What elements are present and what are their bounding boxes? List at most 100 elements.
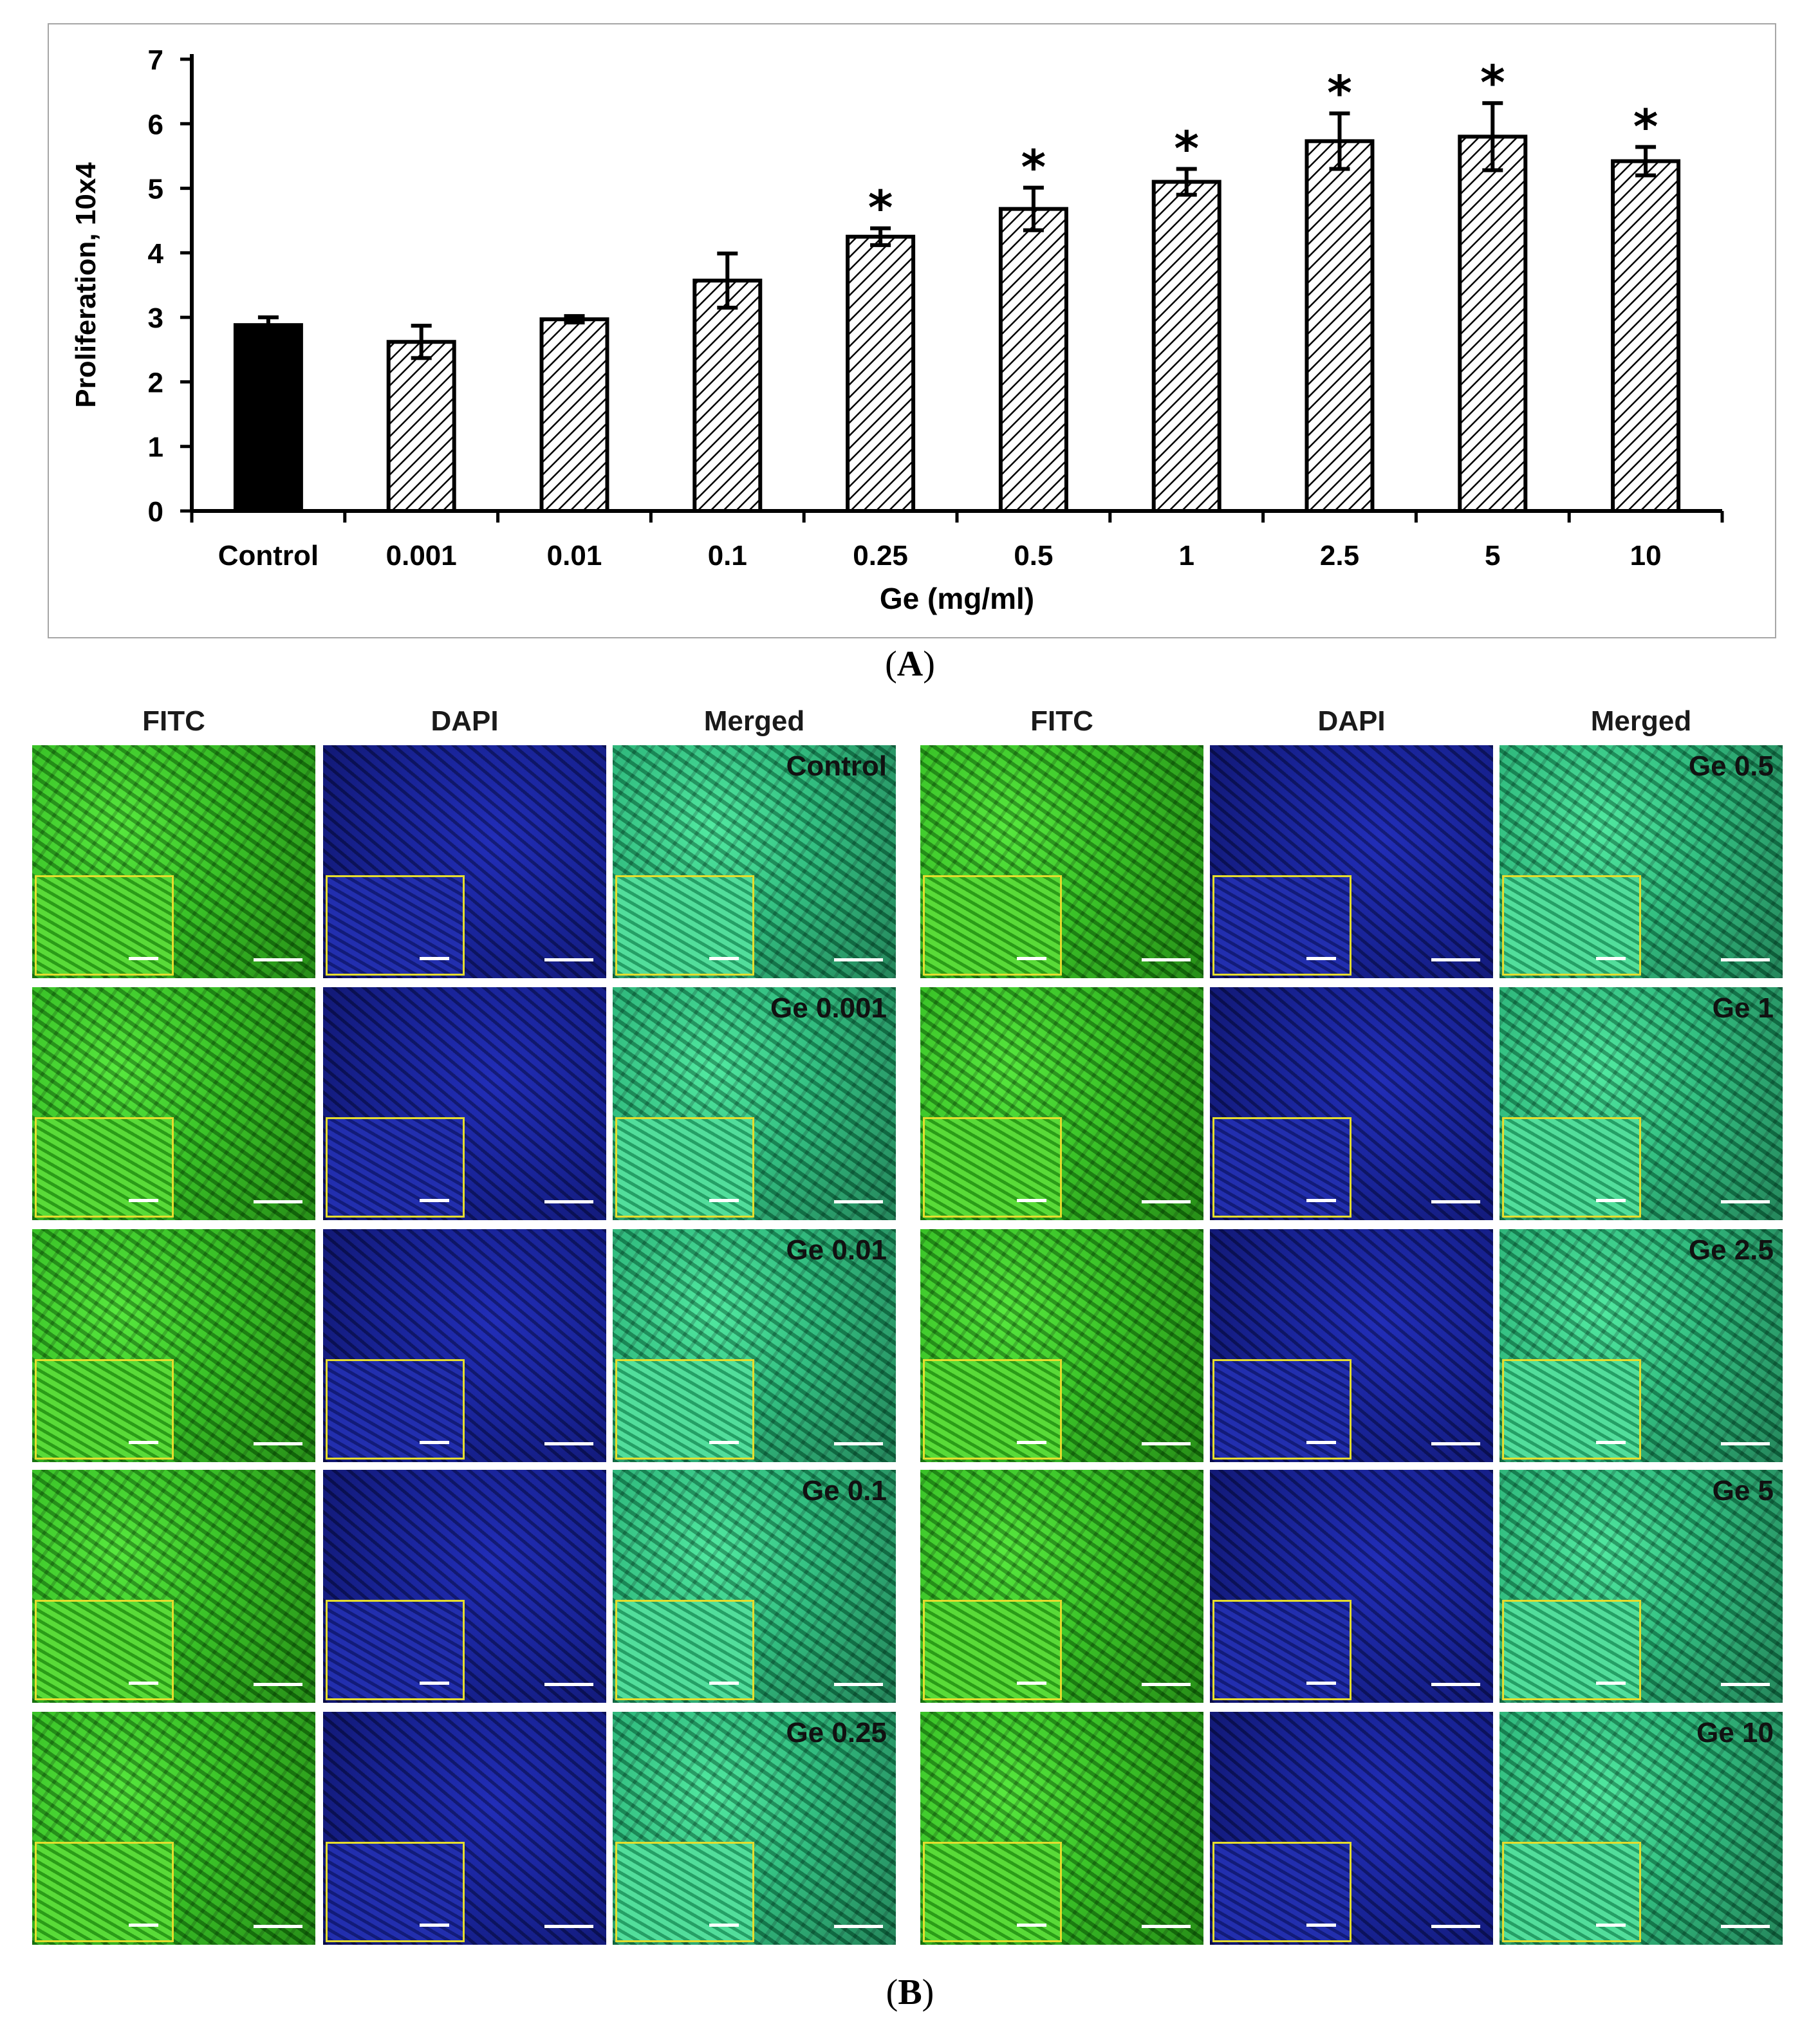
condition-label: Ge 0.25 bbox=[786, 1717, 887, 1748]
inset-scale-bar bbox=[1596, 1441, 1626, 1444]
x-tick-label: 0.001 bbox=[386, 540, 457, 571]
column-header-dapi: DAPI bbox=[1317, 705, 1386, 737]
zoom-inset bbox=[615, 1600, 754, 1700]
condition-label: Ge 0.01 bbox=[786, 1234, 887, 1266]
significance-star: * bbox=[1327, 66, 1352, 121]
x-tick-label: 5 bbox=[1485, 540, 1500, 571]
scale-bar bbox=[834, 1683, 883, 1686]
scale-bar bbox=[1431, 1683, 1480, 1686]
inset-scale-bar bbox=[709, 957, 739, 960]
column-header-merged: Merged bbox=[703, 705, 805, 737]
inset-scale-bar bbox=[1596, 957, 1626, 960]
micrograph-fitc bbox=[32, 1470, 315, 1703]
column-header-merged: Merged bbox=[1590, 705, 1692, 737]
inset-scale-bar bbox=[709, 1682, 739, 1685]
bar-5 bbox=[1458, 134, 1528, 514]
scale-bar bbox=[544, 1925, 593, 1928]
bar-0.01 bbox=[539, 317, 609, 513]
micrograph-merged: Ge 0.1 bbox=[613, 1470, 896, 1703]
zoom-inset bbox=[1502, 1359, 1641, 1460]
zoom-inset bbox=[1502, 1117, 1641, 1218]
scale-bar bbox=[1142, 1683, 1191, 1686]
panel-b-label: B bbox=[898, 1972, 922, 2012]
inset-scale-bar bbox=[420, 1682, 449, 1685]
micrograph-merged: Ge 0.001 bbox=[613, 987, 896, 1220]
significance-star: * bbox=[1633, 99, 1658, 154]
inset-scale-bar bbox=[1017, 1441, 1046, 1444]
x-tick-label: Control bbox=[218, 540, 319, 571]
inset-scale-bar bbox=[420, 1441, 449, 1444]
scale-bar bbox=[834, 958, 883, 961]
micrograph-fitc bbox=[920, 987, 1203, 1220]
scale-bar bbox=[1431, 1200, 1480, 1203]
y-tick-label: 6 bbox=[148, 109, 163, 140]
inset-scale-bar bbox=[129, 1441, 158, 1444]
bar-0.1 bbox=[692, 278, 763, 513]
bar-2.5 bbox=[1305, 139, 1375, 513]
zoom-inset bbox=[35, 1359, 174, 1460]
scale-bar bbox=[254, 1200, 302, 1203]
x-tick-label: 2.5 bbox=[1320, 540, 1359, 571]
zoom-inset bbox=[615, 875, 754, 976]
inset-scale-bar bbox=[1017, 1199, 1046, 1202]
inset-scale-bar bbox=[1306, 1924, 1336, 1927]
zoom-inset bbox=[923, 1359, 1062, 1460]
scale-bar bbox=[544, 1683, 593, 1686]
scale-bar bbox=[1431, 1925, 1480, 1928]
micrograph-dapi bbox=[323, 745, 606, 978]
scale-bar bbox=[1721, 1925, 1770, 1928]
inset-scale-bar bbox=[420, 1924, 449, 1927]
micrograph-merged: Ge 1 bbox=[1500, 987, 1783, 1220]
inset-scale-bar bbox=[1306, 1441, 1336, 1444]
inset-scale-bar bbox=[1306, 1682, 1336, 1685]
column-header-fitc: FITC bbox=[1030, 705, 1093, 737]
zoom-inset bbox=[1212, 1600, 1351, 1700]
inset-scale-bar bbox=[420, 1199, 449, 1202]
zoom-inset bbox=[923, 1842, 1062, 1942]
micrograph-dapi bbox=[323, 987, 606, 1220]
significance-star: * bbox=[868, 181, 893, 236]
scale-bar bbox=[254, 1442, 302, 1445]
condition-label: Ge 0.1 bbox=[801, 1475, 887, 1507]
panel-a-caption: (A) bbox=[885, 644, 935, 684]
scale-bar bbox=[544, 1200, 593, 1203]
x-tick-label: 0.25 bbox=[853, 540, 908, 571]
zoom-inset bbox=[1212, 875, 1351, 976]
zoom-inset bbox=[1502, 875, 1641, 976]
micrograph-dapi bbox=[323, 1229, 606, 1462]
inset-scale-bar bbox=[709, 1924, 739, 1927]
bar-0.5 bbox=[998, 207, 1068, 513]
scale-bar bbox=[834, 1925, 883, 1928]
bar-Control bbox=[233, 323, 303, 513]
zoom-inset bbox=[615, 1842, 754, 1942]
zoom-inset bbox=[1502, 1600, 1641, 1700]
micrograph-fitc bbox=[920, 1470, 1203, 1703]
scale-bar bbox=[1142, 1442, 1191, 1445]
panel-a-label: A bbox=[896, 644, 924, 684]
scale-bar bbox=[254, 1683, 302, 1686]
inset-scale-bar bbox=[1596, 1682, 1626, 1685]
zoom-inset bbox=[35, 1600, 174, 1700]
zoom-inset bbox=[326, 1600, 465, 1700]
bar-0.001 bbox=[386, 340, 456, 513]
scale-bar bbox=[834, 1442, 883, 1445]
scale-bar bbox=[1721, 1683, 1770, 1686]
x-tick-label: 10 bbox=[1630, 540, 1662, 571]
micrograph-fitc bbox=[32, 987, 315, 1220]
zoom-inset bbox=[35, 1117, 174, 1218]
significance-star: * bbox=[1480, 55, 1505, 111]
chart-panel-a: 0 1 2 3 4 5 6 7 Proliferation, 10x4 Control 0.001 0… bbox=[48, 23, 1776, 638]
inset-scale-bar bbox=[129, 1199, 158, 1202]
inset-scale-bar bbox=[1306, 1199, 1336, 1202]
micrograph-merged: Ge 2.5 bbox=[1500, 1229, 1783, 1462]
micrograph-dapi bbox=[1210, 987, 1493, 1220]
y-tick-label: 0 bbox=[148, 496, 163, 528]
zoom-inset bbox=[1212, 1359, 1351, 1460]
condition-label: Ge 5 bbox=[1712, 1475, 1774, 1507]
inset-scale-bar bbox=[1596, 1199, 1626, 1202]
zoom-inset bbox=[1212, 1117, 1351, 1218]
zoom-inset bbox=[326, 1842, 465, 1942]
inset-scale-bar bbox=[129, 1924, 158, 1927]
inset-scale-bar bbox=[709, 1199, 739, 1202]
y-tick-label: 2 bbox=[148, 367, 163, 398]
